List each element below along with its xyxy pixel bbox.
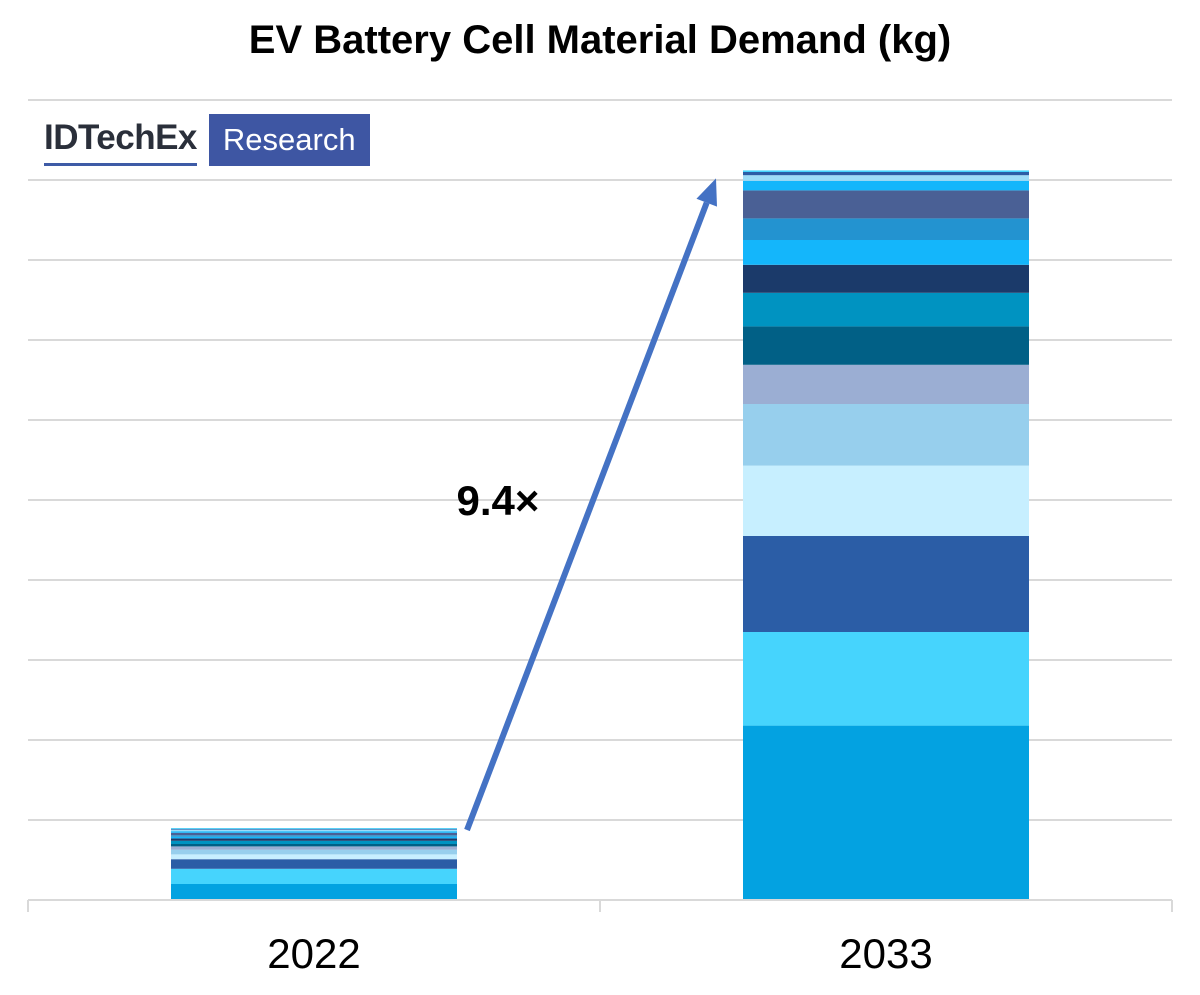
bar-segment <box>171 854 457 860</box>
bar-segment <box>171 840 457 844</box>
chart-title: EV Battery Cell Material Demand (kg) <box>248 18 952 62</box>
bar-segment <box>171 829 457 832</box>
bar-segment <box>171 868 457 884</box>
bar-segment <box>171 846 457 850</box>
bar-segment <box>743 170 1029 172</box>
growth-annotation: 9.4× <box>457 178 717 832</box>
bar-segment <box>743 175 1029 181</box>
bar-segment <box>743 180 1029 191</box>
bar-segment <box>171 884 457 900</box>
x-axis: 2022 2033 <box>27 899 1173 977</box>
bar-segment <box>171 849 457 855</box>
bar-segment <box>171 835 457 837</box>
bar-segment <box>743 364 1029 404</box>
bar-segment <box>743 404 1029 466</box>
growth-arrow-head <box>696 178 717 207</box>
growth-annotation-label: 9.4× <box>457 477 540 524</box>
bar-segment <box>743 292 1029 327</box>
bar-segment <box>743 190 1029 219</box>
bar-segment <box>171 828 457 830</box>
bar-segment <box>171 831 457 833</box>
bar-segment <box>743 326 1029 365</box>
bar-segment <box>743 172 1029 176</box>
bar-segment <box>743 725 1029 900</box>
bar-segment <box>743 536 1029 632</box>
bar-segment <box>743 264 1029 293</box>
bar-segment <box>743 632 1029 726</box>
logo-research-box: Research <box>208 114 370 166</box>
bar-segment <box>743 465 1029 536</box>
bar-segment <box>743 218 1029 240</box>
bar-segment <box>171 828 457 829</box>
bar-segment <box>171 832 457 836</box>
bar-stacks <box>171 170 1029 900</box>
bar-segment <box>171 838 457 841</box>
bar-segment <box>743 240 1029 265</box>
x-tick-label: 2033 <box>839 930 932 977</box>
bar-segment <box>171 859 457 869</box>
bar-segment <box>171 844 457 847</box>
logo-brand-text: IDTechEx <box>44 114 197 166</box>
idtechex-logo: IDTechEx Research <box>44 114 370 166</box>
growth-arrow-line <box>464 201 710 832</box>
x-tick-label: 2022 <box>267 930 360 977</box>
bar-segment <box>171 836 457 839</box>
